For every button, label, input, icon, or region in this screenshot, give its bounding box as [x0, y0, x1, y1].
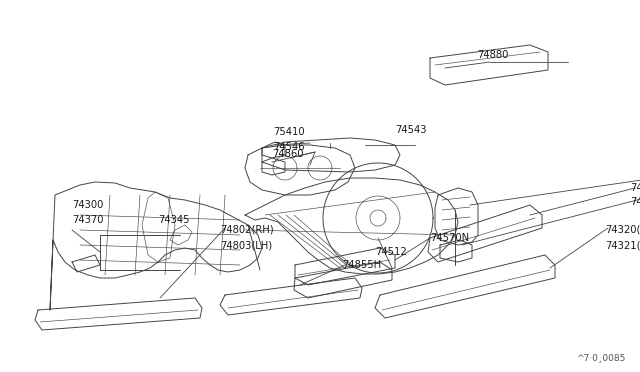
Text: 74842(RH): 74842(RH) [630, 183, 640, 193]
Text: 74570N: 74570N [430, 233, 469, 243]
Text: 74855H: 74855H [342, 260, 381, 270]
Text: 74860: 74860 [272, 149, 303, 159]
Text: 74880: 74880 [477, 50, 508, 60]
Text: 74543: 74543 [395, 125, 426, 135]
Text: 74512: 74512 [375, 247, 407, 257]
Text: 74802(RH): 74802(RH) [220, 225, 274, 235]
Text: 74803(LH): 74803(LH) [220, 240, 272, 250]
Text: 74300: 74300 [72, 200, 104, 210]
Text: 74546: 74546 [273, 142, 305, 152]
Text: ^7·0¸0085: ^7·0¸0085 [575, 353, 625, 362]
Text: 74370: 74370 [72, 215, 104, 225]
Text: 74843(LH): 74843(LH) [630, 197, 640, 207]
Text: 75410: 75410 [273, 127, 305, 137]
Text: 74320(RH): 74320(RH) [605, 225, 640, 235]
Text: 74321(LH): 74321(LH) [605, 240, 640, 250]
Text: 74345: 74345 [158, 215, 189, 225]
